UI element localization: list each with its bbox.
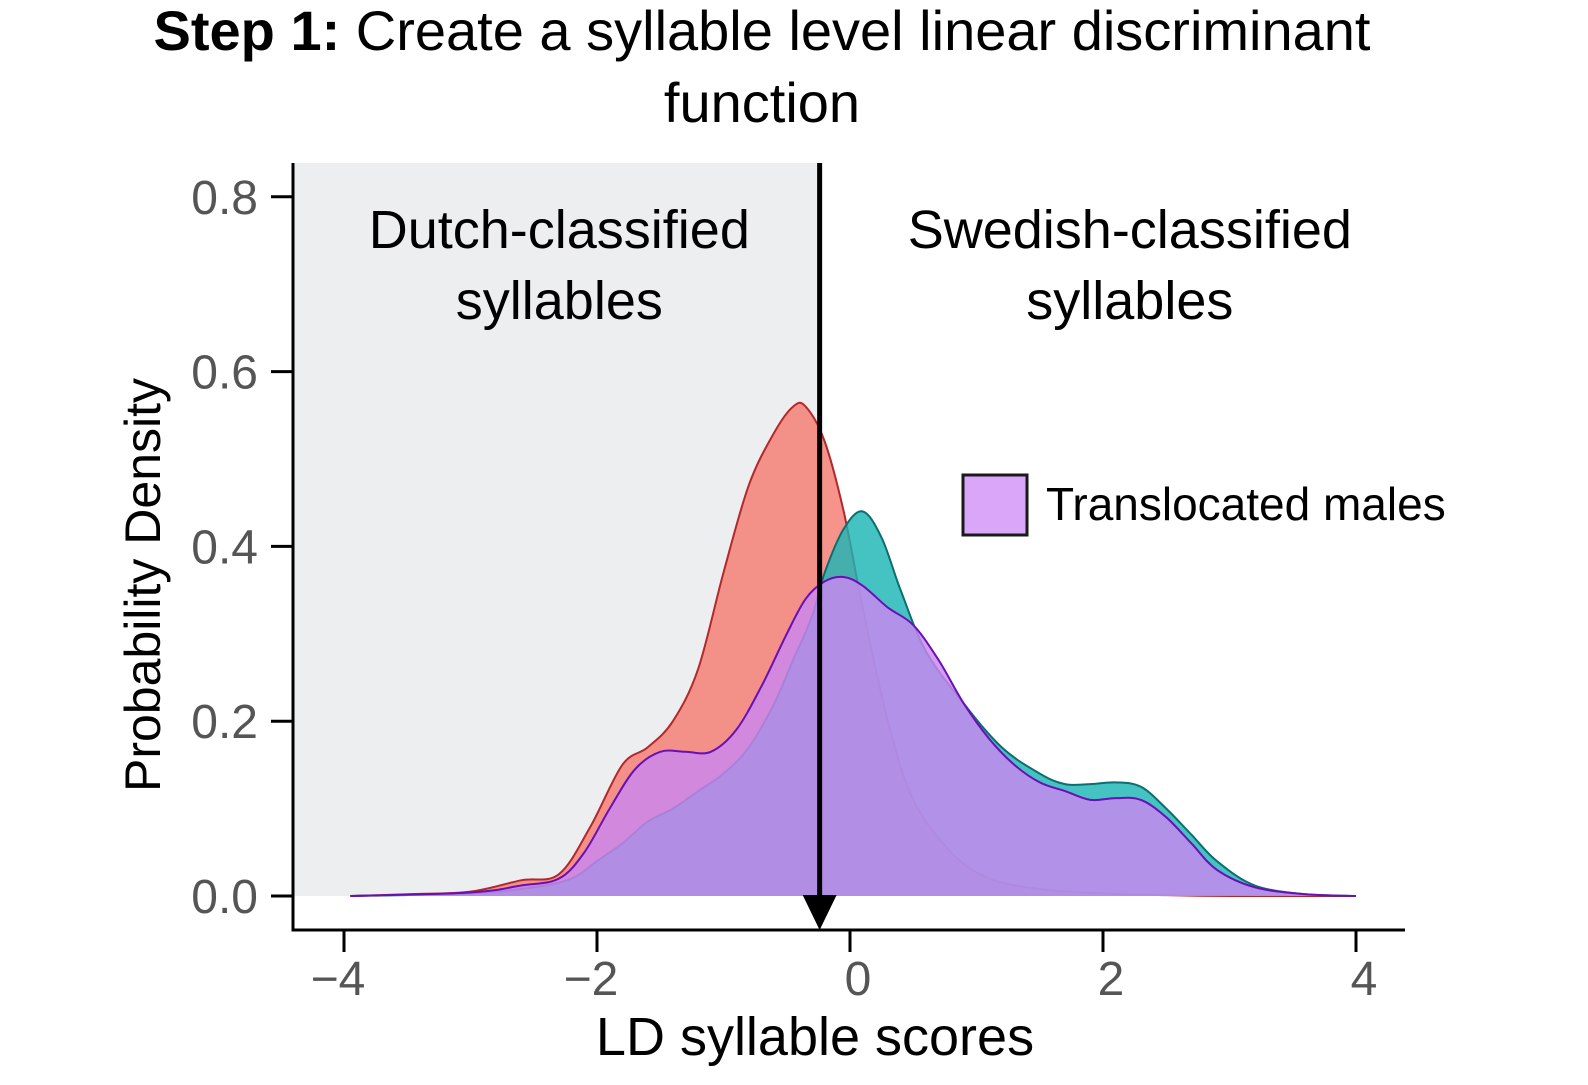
- x-tick-label: 4: [1351, 953, 1378, 1006]
- label-layer: Dutch-classified syllables Swedish-classif…: [369, 200, 1352, 331]
- y-tick-label: 0.2: [191, 696, 258, 749]
- y-axis-label: Probability Density: [115, 378, 171, 792]
- y-tick-label: 0.0: [191, 871, 258, 924]
- y-tick-label: 0.6: [191, 347, 258, 400]
- y-tick-label: 0.4: [191, 521, 258, 574]
- density-area-2: [350, 576, 1356, 896]
- swedish-region-label: syllables: [1026, 271, 1233, 331]
- axis-layer: 0.0 0.2 0.4 0.6 0.8 −4 −2 0 2 4: [191, 163, 1405, 1006]
- legend: Translocated males: [961, 473, 1446, 537]
- density-line-2: [350, 575, 1357, 897]
- legend-label: Translocated males: [1046, 478, 1446, 530]
- series-layer: [350, 401, 1357, 898]
- dutch-region-label: syllables: [456, 271, 663, 331]
- title-bold: Step 1:: [154, 0, 341, 62]
- y-tick-label: 0.8: [191, 172, 258, 225]
- x-tick-label: 0: [845, 953, 872, 1006]
- threshold-layer: [802, 163, 837, 930]
- x-tick-label: −2: [564, 953, 619, 1006]
- title-rest: Create a syllable level linear discrimin…: [340, 0, 1371, 62]
- swedish-region-label: Swedish-classified: [908, 200, 1352, 260]
- dutch-region-label: Dutch-classified: [369, 200, 750, 260]
- threshold-arrowhead: [802, 895, 837, 930]
- chart-title: Step 1: Create a syllable level linear d…: [154, 0, 1371, 62]
- legend-swatch: [961, 473, 1029, 537]
- x-tick-label: 2: [1098, 953, 1125, 1006]
- chart-title-line2: function: [664, 71, 860, 134]
- x-axis-label: LD syllable scores: [596, 1007, 1034, 1067]
- x-tick-label: −4: [311, 953, 366, 1006]
